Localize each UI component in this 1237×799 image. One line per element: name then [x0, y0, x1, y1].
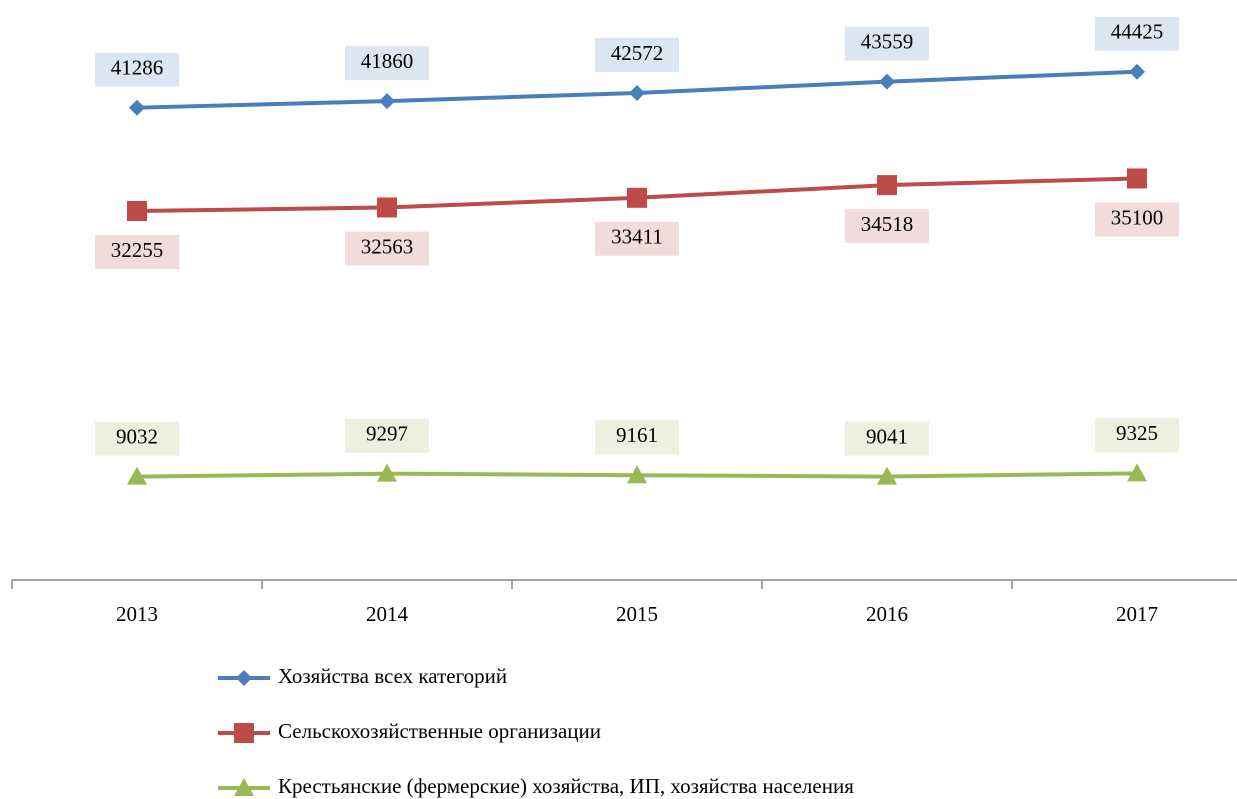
- marker: [234, 723, 254, 743]
- data-label-box: [345, 418, 429, 453]
- data-label-box: [1095, 418, 1179, 453]
- data-label-box: [345, 231, 429, 266]
- data-label-box: [345, 46, 429, 81]
- data-label-box: [845, 209, 929, 244]
- marker: [1127, 168, 1147, 189]
- data-label: 35100: [1111, 205, 1164, 229]
- marker: [377, 463, 397, 482]
- marker: [127, 201, 147, 222]
- data-label: 33411: [611, 225, 663, 249]
- data-label: 42572: [611, 41, 664, 65]
- data-label-box: [595, 221, 679, 256]
- marker: [877, 466, 897, 485]
- marker: [236, 670, 252, 686]
- data-label: 43559: [861, 29, 914, 53]
- data-label: 9297: [366, 421, 408, 445]
- legend-label: Сельскохозяйственные организации: [278, 719, 601, 743]
- data-label-box: [595, 37, 679, 72]
- marker: [127, 466, 147, 485]
- x-tick-label: 2016: [866, 602, 908, 626]
- marker: [377, 197, 397, 218]
- marker: [627, 465, 647, 484]
- data-label-box: [95, 52, 179, 87]
- data-label: 41286: [111, 56, 164, 80]
- x-tick-label: 2015: [616, 602, 658, 626]
- x-tick-label: 2014: [366, 602, 409, 626]
- marker: [879, 73, 895, 90]
- marker: [129, 99, 145, 116]
- data-label-box: [1095, 16, 1179, 51]
- legend-label: Хозяйства всех категорий: [278, 664, 507, 688]
- data-label: 9032: [116, 424, 158, 448]
- x-tick-label: 2013: [116, 602, 158, 626]
- data-label: 41860: [361, 49, 414, 73]
- data-label: 9041: [866, 424, 908, 448]
- marker: [379, 93, 395, 110]
- data-label: 32563: [361, 234, 414, 258]
- data-label: 32255: [111, 238, 164, 262]
- data-label: 9325: [1116, 421, 1158, 445]
- data-label-box: [845, 421, 929, 456]
- legend-label: Крестьянские (фермерские) хозяйства, ИП,…: [278, 774, 854, 798]
- marker: [627, 187, 647, 208]
- data-label: 44425: [1111, 20, 1164, 44]
- data-label-box: [95, 421, 179, 456]
- marker: [1129, 63, 1145, 80]
- data-label-box: [595, 420, 679, 455]
- marker: [877, 175, 897, 196]
- marker: [629, 84, 645, 101]
- data-label-box: [845, 26, 929, 61]
- data-label-box: [1095, 202, 1179, 237]
- marker: [234, 778, 254, 796]
- data-label: 9161: [616, 423, 658, 447]
- x-tick-label: 2017: [1116, 602, 1158, 626]
- marker: [1127, 463, 1147, 482]
- data-label-box: [95, 235, 179, 270]
- data-label: 34518: [861, 212, 914, 236]
